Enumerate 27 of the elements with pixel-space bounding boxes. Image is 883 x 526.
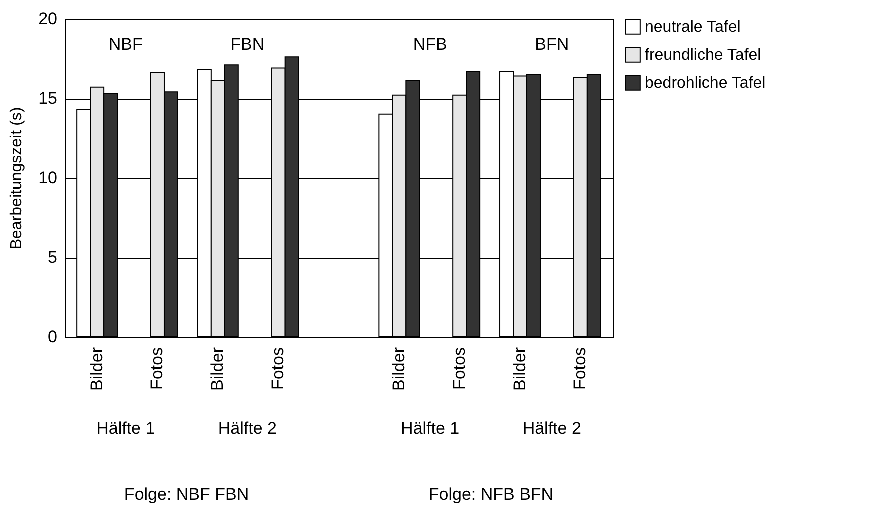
text: Folge: NBF FBN bbox=[124, 485, 250, 504]
x-tick-label: Fotos bbox=[268, 348, 288, 390]
x-tick-label: Bilder bbox=[208, 347, 228, 391]
x-tick-label: Bilder bbox=[87, 347, 106, 391]
x-tick-label: Fotos bbox=[148, 348, 167, 390]
annotation: BFN bbox=[535, 35, 570, 54]
text: Hälfte 1 bbox=[401, 419, 460, 438]
text: Hälfte 2 bbox=[218, 419, 277, 438]
text: Hälfte 2 bbox=[522, 419, 582, 438]
x-tick-label: Fotos bbox=[450, 348, 469, 390]
annotation: FBN bbox=[230, 35, 265, 54]
x-tick-label: Fotos bbox=[570, 348, 590, 390]
legend-label: bedrohliche Tafel bbox=[645, 75, 766, 92]
y-tick-label: 15 bbox=[38, 89, 58, 108]
y-tick-label: 20 bbox=[38, 10, 58, 28]
y-tick-label: 5 bbox=[48, 248, 58, 267]
annotation: NFB bbox=[413, 35, 448, 54]
legend-label: neutrale Tafel bbox=[645, 19, 741, 36]
y-tick-label: 0 bbox=[48, 328, 58, 346]
y-tick-label: 10 bbox=[38, 168, 58, 188]
text: Folge: NFB BFN bbox=[428, 485, 554, 504]
annotation: NBF bbox=[108, 35, 143, 54]
x-tick-label: Bilder bbox=[389, 347, 408, 391]
legend-label: freundliche Tafel bbox=[645, 47, 762, 64]
y-axis-title: Bearbeitungszeit (s) bbox=[8, 107, 26, 250]
x-tick-label: Bilder bbox=[510, 347, 530, 391]
text: Hälfte 1 bbox=[96, 419, 156, 438]
